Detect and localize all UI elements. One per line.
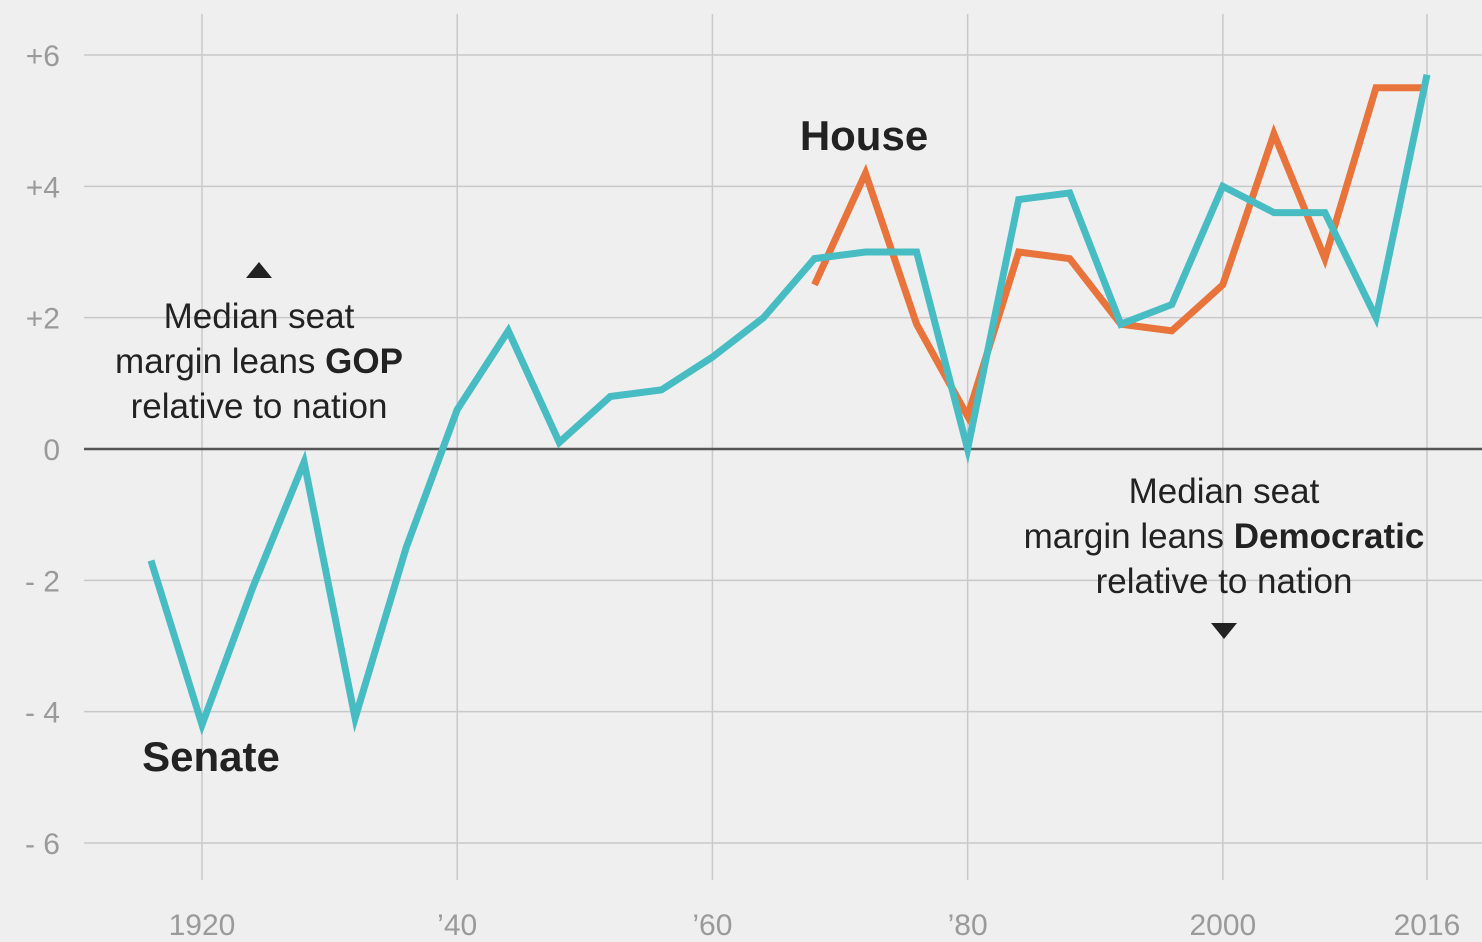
y-tick-label-0: 0 [43,434,60,467]
x-tick-label-2000: 2000 [1189,909,1256,942]
y-tick-label-6: +6 [26,40,60,73]
gop-annotation-line2: margin leans GOP [115,342,403,381]
dem-annotation-line1: Median seat [1129,472,1320,511]
x-tick-label-1920: 1920 [169,909,236,942]
y-tick-label--2: - 2 [25,565,60,598]
y-tick-label--6: - 6 [25,828,60,861]
x-gridlines [201,14,1428,880]
x-tick-label-1940: ’40 [437,909,477,942]
y-tick-label-2: +2 [26,303,60,336]
dem-annotation-prefix: margin leans [1024,517,1234,556]
y-tick-label--4: - 4 [25,697,60,730]
gop-annotation: Median seat margin leans GOP relative to… [115,262,403,426]
y-tick-labels: +6 +4 +2 0 - 2 - 4 - 6 [25,40,60,861]
gop-annotation-bold: GOP [325,342,403,381]
x-tick-label-2016: 2016 [1394,909,1461,942]
dem-annotation-bold: Democratic [1234,517,1425,556]
dem-annotation-line2: margin leans Democratic [1024,517,1425,556]
down-arrow-icon [1211,623,1237,639]
y-tick-label-4: +4 [26,171,60,204]
y-gridlines [84,54,1482,844]
gop-annotation-line1: Median seat [164,297,355,336]
x-tick-labels: 1920 ’40 ’60 ’80 2000 2016 [169,909,1461,942]
up-arrow-icon [246,262,272,278]
series-layer [147,73,1431,736]
house-series-label: House [800,112,928,159]
x-tick-label-1960: ’60 [692,909,732,942]
dem-annotation: Median seat margin leans Democratic rela… [1024,472,1425,639]
gop-annotation-line3: relative to nation [131,387,388,426]
senate-series-line [147,73,1431,736]
gop-annotation-prefix: margin leans [115,342,325,381]
senate-series-label: Senate [142,733,280,780]
x-tick-label-1980: ’80 [948,909,988,942]
dem-annotation-line3: relative to nation [1096,562,1353,601]
